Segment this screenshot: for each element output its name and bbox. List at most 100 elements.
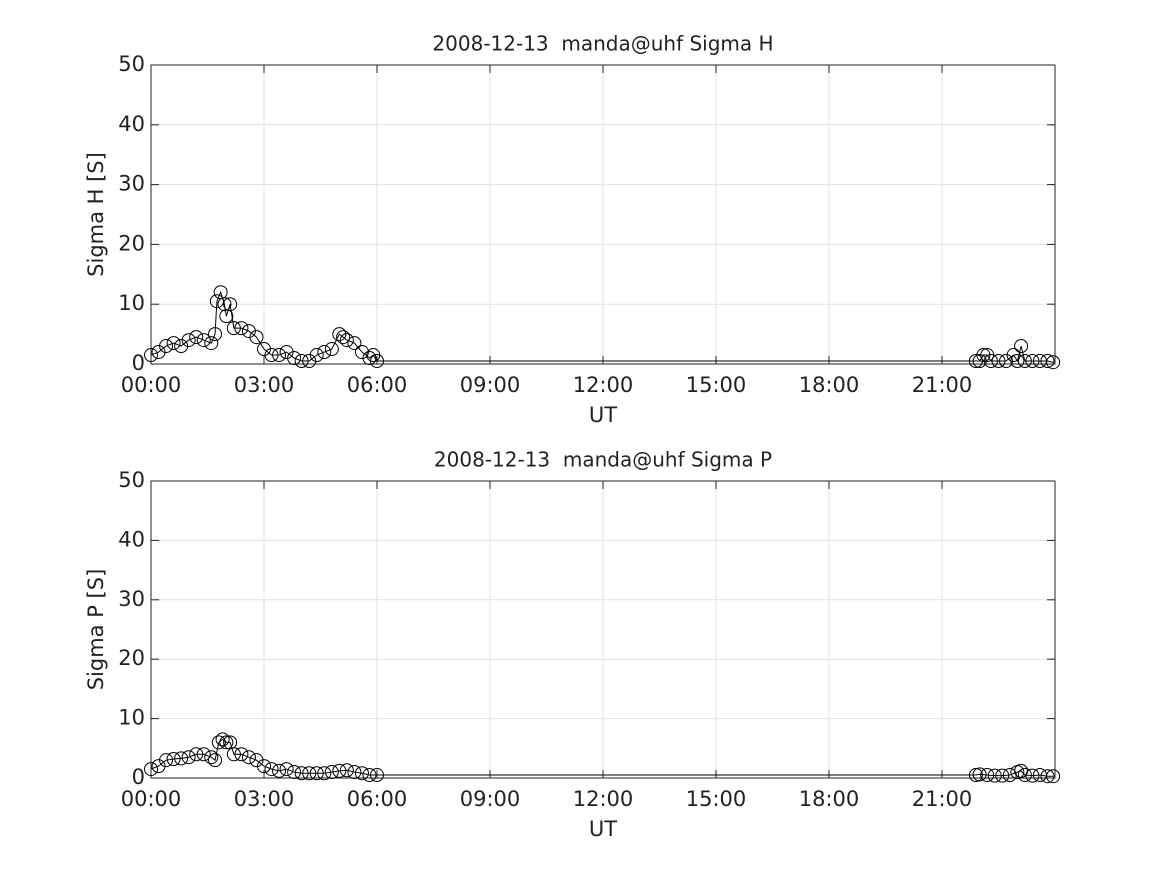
y-tick-label: 50: [118, 468, 145, 492]
x-axis-label: UT: [589, 403, 617, 427]
data-point: [1046, 769, 1061, 784]
data-point: [215, 732, 230, 747]
x-axis-label: UT: [589, 817, 617, 841]
data-point: [209, 294, 224, 309]
data-point: [196, 747, 211, 762]
data-point: [223, 297, 238, 312]
x-tick-label: 18:00: [799, 373, 860, 397]
data-point: [174, 751, 189, 766]
data-point: [234, 321, 249, 336]
data-point: [347, 765, 362, 780]
data-point: [144, 762, 158, 777]
data-point: [294, 766, 309, 781]
data-point: [159, 339, 174, 354]
y-tick-label: 40: [118, 527, 145, 551]
data-point: [204, 750, 219, 765]
data-point: [983, 354, 998, 369]
x-tick-label: 21:00: [912, 787, 973, 811]
data-point: [1025, 354, 1040, 369]
x-tick-label: 00:00: [121, 373, 182, 397]
x-tick-label: 03:00: [234, 373, 295, 397]
data-point: [264, 762, 279, 777]
chart-title: 2008-12-13 manda@uhf Sigma H: [432, 32, 773, 56]
axes-box: [150, 480, 1056, 779]
x-tick-label: 00:00: [121, 787, 182, 811]
data-point: [1046, 355, 1061, 370]
x-tick-label: 15:00: [686, 787, 747, 811]
data-point: [991, 354, 1006, 369]
data-point: [181, 333, 196, 348]
data-point: [980, 768, 995, 783]
x-tick-label: 12:00: [573, 373, 634, 397]
x-tick-label: 06:00: [347, 373, 408, 397]
data-point: [302, 766, 317, 781]
data-point: [972, 767, 987, 782]
data-point: [968, 768, 983, 783]
data-line: [150, 290, 1054, 363]
chart-title: 2008-12-13 manda@uhf Sigma P: [434, 448, 772, 472]
data-point: [309, 766, 324, 781]
data-point: [339, 763, 354, 778]
x-tick-label: 15:00: [686, 373, 747, 397]
x-tick-label: 03:00: [234, 787, 295, 811]
data-point: [1025, 768, 1040, 783]
data-point: [354, 766, 369, 781]
x-tick-label: 06:00: [347, 787, 408, 811]
data-point: [370, 354, 384, 369]
data-point: [226, 321, 241, 336]
x-tick-label: 21:00: [912, 373, 973, 397]
data-point: [324, 765, 339, 780]
data-point: [279, 762, 294, 777]
subplot: 00:00 03:00 06:00 09:00 12:00 15:00 18:00 21:00…: [84, 32, 1061, 427]
data-point: [204, 336, 219, 351]
data-point: [1040, 354, 1055, 369]
x-tick-label: 09:00: [460, 373, 521, 397]
data-point: [339, 333, 354, 348]
data-point: [294, 354, 309, 369]
data-point: [226, 747, 241, 762]
data-point: [995, 768, 1010, 783]
data-point: [336, 330, 351, 345]
x-tick-label: 18:00: [799, 787, 860, 811]
y-tick-label: 20: [118, 646, 145, 670]
data-point: [208, 327, 223, 342]
data-line: [150, 738, 1054, 777]
y-tick-label: 20: [118, 231, 145, 255]
y-tick-label: 40: [118, 112, 145, 136]
y-axis-label: Sigma P [S]: [84, 569, 108, 691]
data-point: [181, 750, 196, 765]
data-point: [987, 768, 1002, 783]
data-point: [166, 751, 181, 766]
data-point: [1040, 769, 1055, 784]
data-point: [370, 768, 384, 783]
data-point: [287, 351, 302, 366]
data-point: [324, 342, 339, 357]
data-point: [287, 765, 302, 780]
data-point: [166, 336, 181, 351]
data-point: [189, 747, 204, 762]
x-tick-label: 09:00: [460, 787, 521, 811]
data-point: [1017, 768, 1032, 783]
data-point: [196, 333, 211, 348]
data-point: [1010, 354, 1025, 369]
data-point: [144, 348, 158, 363]
data-point: [272, 763, 287, 778]
data-point: [362, 768, 377, 783]
data-point: [217, 297, 232, 312]
data-point: [219, 735, 234, 750]
data-point: [362, 351, 377, 366]
data-point: [264, 348, 279, 363]
x-tick-label: 12:00: [573, 787, 634, 811]
data-point: [309, 348, 324, 363]
y-tick-label: 30: [118, 587, 145, 611]
y-tick-label: 50: [118, 52, 145, 76]
data-point: [317, 766, 332, 781]
data-point: [1017, 354, 1032, 369]
y-axis-label: Sigma H [S]: [84, 152, 108, 277]
y-tick-label: 10: [118, 291, 145, 315]
data-point: [241, 750, 256, 765]
data-point: [189, 330, 204, 345]
data-point: [347, 336, 362, 351]
data-point: [332, 763, 347, 778]
